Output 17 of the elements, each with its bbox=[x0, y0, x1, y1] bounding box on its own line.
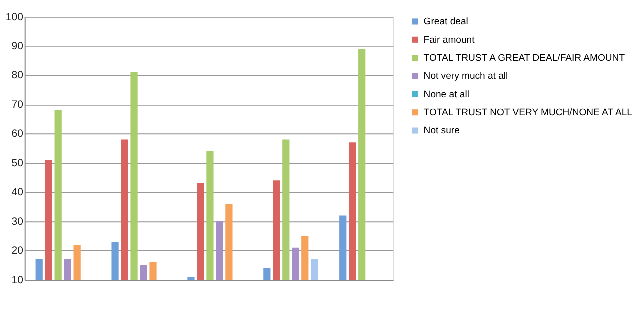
y-tick-label: 70 bbox=[12, 98, 24, 111]
y-tick-label: 100 bbox=[6, 11, 24, 24]
legend-label: Fair amount bbox=[424, 34, 476, 46]
legend-label: Not sure bbox=[424, 126, 460, 137]
legend-label: Not very much at all bbox=[424, 71, 508, 82]
legend-label: None at all bbox=[424, 89, 470, 100]
y-tick-label: 60 bbox=[12, 128, 24, 140]
y-tick-label: 30 bbox=[12, 216, 24, 228]
y-tick-label: 10 bbox=[12, 274, 24, 286]
y-tick-label: 50 bbox=[12, 157, 24, 170]
legend-label: TOTAL TRUST NOT VERY MUCH/NONE AT ALL bbox=[424, 107, 632, 118]
legend-label: TOTAL TRUST A GREAT DEAL/FAIR AMOUNT bbox=[424, 52, 626, 64]
y-tick-label: 80 bbox=[12, 70, 24, 82]
y-tick-label: 40 bbox=[12, 186, 24, 199]
y-tick-label: 90 bbox=[12, 40, 24, 53]
legend-label: Great deal bbox=[424, 16, 468, 28]
y-tick-label: 20 bbox=[12, 245, 24, 258]
